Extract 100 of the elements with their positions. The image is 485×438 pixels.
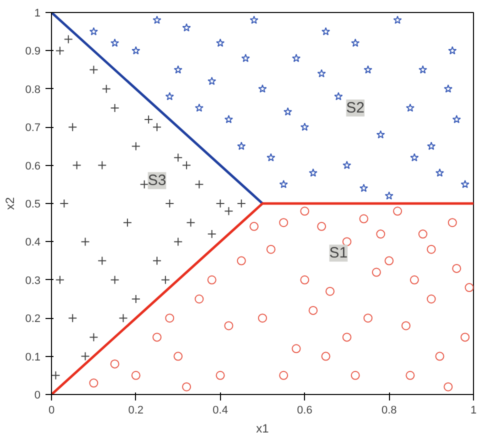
point: [308, 168, 318, 177]
point: [464, 283, 474, 292]
point: [89, 65, 98, 74]
point: [174, 237, 183, 246]
point: [52, 370, 60, 380]
point: [426, 244, 436, 254]
point: [279, 218, 288, 228]
point: [216, 199, 225, 208]
point: [258, 84, 267, 93]
point: [236, 199, 246, 208]
point: [384, 191, 394, 200]
point: [80, 237, 90, 246]
point: [72, 160, 82, 170]
y-tick-label: 0.6: [25, 160, 41, 172]
point: [406, 370, 415, 380]
point: [152, 122, 162, 132]
point: [317, 69, 326, 78]
y-tick-label: 0.3: [25, 274, 41, 287]
annotation: S2: [346, 100, 365, 116]
point: [140, 180, 149, 189]
point: [418, 230, 428, 239]
point: [342, 160, 352, 170]
point: [435, 352, 444, 361]
point: [359, 184, 368, 192]
point: [122, 218, 132, 228]
point: [216, 38, 225, 47]
point: [207, 230, 216, 239]
point: [292, 344, 301, 354]
point: [174, 352, 183, 361]
point: [160, 275, 170, 284]
point: [300, 275, 310, 284]
point: [250, 222, 259, 231]
x-tick-label: 0.2: [128, 404, 144, 416]
point: [393, 206, 402, 216]
point: [194, 180, 204, 189]
point: [448, 46, 457, 54]
point: [131, 142, 140, 151]
point: [89, 378, 98, 388]
point: [350, 370, 360, 380]
point: [292, 54, 301, 62]
point: [426, 142, 436, 150]
point: [207, 275, 216, 284]
point: [224, 206, 234, 216]
point: [448, 218, 457, 228]
point: [60, 199, 69, 208]
point: [359, 214, 368, 224]
y-tick-label: 0.4: [25, 236, 41, 249]
point: [131, 370, 140, 380]
point: [372, 268, 381, 277]
point: [165, 199, 174, 208]
point: [165, 314, 174, 323]
point: [236, 256, 246, 266]
x-axis-title: x1: [256, 422, 270, 436]
point: [364, 65, 372, 74]
y-tick-label: 0.8: [25, 84, 41, 96]
point: [68, 122, 78, 132]
y-axis-title: x2: [3, 196, 18, 210]
point: [224, 114, 234, 124]
point: [241, 54, 250, 62]
point: [64, 34, 73, 44]
y-tick-label: 0.7: [25, 122, 41, 134]
point: [152, 256, 162, 266]
y-tick-label: 1: [34, 8, 41, 20]
point: [224, 321, 234, 330]
point: [194, 104, 204, 112]
point: [279, 180, 288, 188]
point: [131, 294, 140, 304]
point: [444, 84, 452, 93]
y-tick-label: 0.5: [25, 198, 41, 210]
point: [376, 230, 386, 239]
point: [68, 314, 78, 323]
point: [186, 218, 196, 228]
point: [194, 294, 204, 304]
point: [406, 104, 415, 112]
point: [258, 314, 267, 323]
point: [410, 153, 419, 162]
point: [110, 275, 120, 284]
point: [342, 332, 352, 342]
point: [401, 321, 410, 330]
point: [384, 256, 394, 266]
x-tick-label: 0: [48, 404, 55, 416]
point: [165, 92, 174, 100]
point: [102, 84, 111, 94]
point: [342, 237, 352, 246]
point: [144, 114, 154, 124]
x-tick-label: 0.6: [297, 404, 312, 416]
point: [250, 16, 258, 24]
point: [182, 23, 191, 32]
point: [376, 130, 385, 138]
point: [216, 370, 225, 380]
point: [326, 286, 335, 296]
point: [284, 107, 292, 116]
point: [460, 332, 470, 342]
point: [174, 153, 183, 162]
point: [435, 168, 444, 177]
point: [182, 382, 192, 392]
point: [152, 332, 162, 342]
point: [444, 382, 453, 392]
point: [279, 370, 288, 380]
point: [452, 264, 462, 273]
